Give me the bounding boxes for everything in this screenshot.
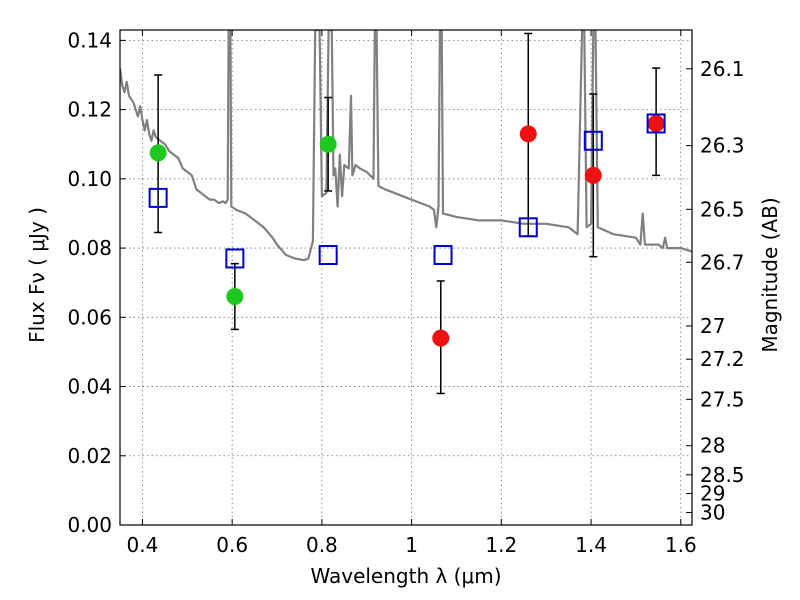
y2-tick-label: 27.5: [700, 387, 745, 411]
y2-tick-label: 26.3: [700, 134, 745, 158]
y-tick-label: 0.14: [67, 28, 112, 52]
y2-tick-label: 30: [700, 501, 725, 525]
y2-tick-label: 28: [700, 434, 725, 458]
plot-frame: [119, 29, 693, 526]
square-point: [148, 187, 168, 208]
x-tick-label: 0.8: [306, 533, 338, 557]
ticks-layer: 0.4 0.6 0.8 1 1.2 1.4 1.6 0.00 0.02 0.04 0.06 0.08 0…: [67, 28, 744, 557]
model-spectrum-line: [120, 30, 692, 262]
square-point: [225, 248, 245, 269]
circle-point: [319, 135, 337, 153]
y-axis-label: Flux Fν ( μJy ): [25, 207, 49, 343]
y2-tick-label: 28.5: [700, 463, 745, 487]
grid-layer: [120, 30, 692, 525]
y2-tick-label: 26.1: [700, 57, 745, 81]
y2-tick-label: 29: [700, 482, 725, 506]
circle-point: [432, 329, 450, 347]
y2-tick-label: 26.5: [700, 197, 745, 221]
x-tick-label: 1.6: [665, 533, 697, 557]
y2-axis-label: Magnitude (AB): [758, 197, 782, 352]
x-axis-label: Wavelength λ (μm): [310, 564, 501, 588]
x-tick-label: 1: [405, 533, 418, 557]
x-tick-label: 0.6: [216, 533, 248, 557]
y-tick-label: 0.12: [67, 98, 112, 122]
square-point: [518, 217, 538, 238]
y2-tick-label: 27: [700, 314, 725, 338]
x-tick-label: 0.4: [127, 533, 159, 557]
circle-point: [647, 114, 665, 132]
y2-tick-label: 26.7: [700, 250, 745, 274]
y2-tick-label: 27.2: [700, 347, 745, 371]
circle-point: [149, 144, 167, 162]
y-tick-label: 0.04: [67, 375, 112, 399]
model-spectrum-layer: [120, 30, 692, 262]
square-point: [318, 245, 338, 265]
square-point: [646, 113, 666, 134]
square-point: [433, 245, 453, 265]
circle-point: [584, 166, 602, 184]
square-point: [583, 130, 603, 151]
y-tick-label: 0.06: [67, 305, 112, 329]
circle-point: [226, 288, 244, 306]
y-tick-label: 0.10: [67, 167, 112, 191]
data-marks-layer: [148, 32, 666, 395]
y-tick-label: 0.02: [67, 444, 112, 468]
x-tick-label: 1.2: [485, 533, 517, 557]
circle-point: [519, 125, 537, 143]
y-tick-label: 0.08: [67, 236, 112, 260]
y-tick-label: 0.00: [67, 513, 112, 537]
x-tick-label: 1.4: [575, 533, 607, 557]
